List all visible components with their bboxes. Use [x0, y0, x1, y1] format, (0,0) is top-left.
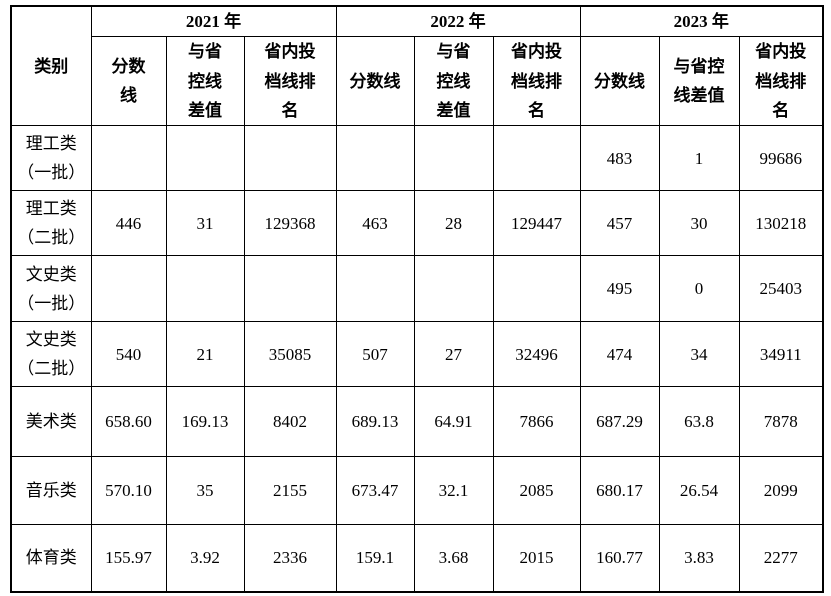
table-cell: [492, 125, 581, 192]
col-header-rank-2023: 省内投 档线排 名: [738, 36, 824, 127]
table-cell: 129447: [492, 190, 581, 257]
table-cell: 160.77: [579, 524, 660, 593]
table-cell: 2015: [492, 524, 581, 593]
table-cell: [90, 255, 167, 323]
table-cell: 3.92: [165, 524, 245, 593]
col-header-rank-2021: 省内投 档线排 名: [243, 36, 337, 127]
col-header-rank-2022: 省内投 档线排 名: [492, 36, 581, 127]
table-cell: 2336: [243, 524, 337, 593]
table-cell: 446: [90, 190, 167, 257]
table-cell: 64.91: [413, 386, 494, 458]
table-cell: [335, 125, 415, 192]
year-header-row: 类别 2021 年 2022 年 2023 年: [10, 5, 824, 127]
row-category: 文史类 （二批）: [10, 321, 92, 388]
table-cell: 658.60: [90, 386, 167, 458]
row-category: 音乐类: [10, 456, 92, 526]
table-cell: [243, 255, 337, 323]
table-cell: 3.83: [658, 524, 740, 593]
table-cell: 34911: [738, 321, 824, 388]
table-cell: 129368: [243, 190, 337, 257]
table-cell: 32.1: [413, 456, 494, 526]
table-cell: 2085: [492, 456, 581, 526]
row-category: 文史类 （一批）: [10, 255, 92, 323]
table-row: 文史类 （二批） 540 21 35085 507 27 32496 474 3…: [10, 321, 824, 388]
table-cell: 570.10: [90, 456, 167, 526]
table-cell: 7878: [738, 386, 824, 458]
table-cell: 2277: [738, 524, 824, 593]
table-cell: [335, 255, 415, 323]
table-cell: 99686: [738, 125, 824, 192]
table-cell: 34: [658, 321, 740, 388]
table-cell: 30: [658, 190, 740, 257]
col-header-diff-2022: 与省 控线 差值: [413, 36, 494, 127]
table-cell: 0: [658, 255, 740, 323]
table-cell: 680.17: [579, 456, 660, 526]
table-cell: [413, 255, 494, 323]
table-cell: 21: [165, 321, 245, 388]
table-cell: 2099: [738, 456, 824, 526]
col-header-score-line-2022: 分数线: [335, 36, 415, 127]
table-cell: 26.54: [658, 456, 740, 526]
table-cell: 474: [579, 321, 660, 388]
table-cell: 25403: [738, 255, 824, 323]
col-header-score-line-2023: 分数线: [579, 36, 660, 127]
year-header-2022: 2022 年: [335, 5, 581, 38]
table-cell: 27: [413, 321, 494, 388]
row-category: 体育类: [10, 524, 92, 593]
table-cell: 169.13: [165, 386, 245, 458]
table-cell: [413, 125, 494, 192]
table-cell: 155.97: [90, 524, 167, 593]
year-header-2021: 2021 年: [90, 5, 337, 38]
table-cell: [90, 125, 167, 192]
table-cell: 28: [413, 190, 494, 257]
table-cell: 159.1: [335, 524, 415, 593]
table-cell: 2155: [243, 456, 337, 526]
table-cell: 495: [579, 255, 660, 323]
col-header-score-line-2021: 分数 线: [90, 36, 167, 127]
col-header-diff-2023: 与省控 线差值: [658, 36, 740, 127]
table-cell: 673.47: [335, 456, 415, 526]
table-row: 音乐类 570.10 35 2155 673.47 32.1 2085 680.…: [10, 456, 824, 526]
table-row: 文史类 （一批） 495 0 25403: [10, 255, 824, 323]
table-cell: 32496: [492, 321, 581, 388]
table-row: 美术类 658.60 169.13 8402 689.13 64.91 7866…: [10, 386, 824, 458]
table-cell: 35: [165, 456, 245, 526]
table-cell: 63.8: [658, 386, 740, 458]
table-cell: 35085: [243, 321, 337, 388]
table-cell: 689.13: [335, 386, 415, 458]
subheader-row: 分数 线 与省 控线 差值 省内投 档线排 名 分数线 与省 控线 差值 省内投…: [11, 36, 824, 127]
table-cell: 1: [658, 125, 740, 192]
table-cell: 130218: [738, 190, 824, 257]
table-cell: 540: [90, 321, 167, 388]
col-header-diff-2021: 与省 控线 差值: [165, 36, 245, 127]
row-category: 美术类: [10, 386, 92, 458]
table-cell: 31: [165, 190, 245, 257]
table-cell: 463: [335, 190, 415, 257]
table-cell: [165, 255, 245, 323]
corner-header-category: 类别: [10, 5, 92, 127]
table-cell: 8402: [243, 386, 337, 458]
row-category: 理工类 （一批）: [10, 125, 92, 192]
table-cell: 483: [579, 125, 660, 192]
table-cell: 507: [335, 321, 415, 388]
table-row: 理工类 （一批） 483 1 99686: [10, 125, 824, 192]
row-category: 理工类 （二批）: [10, 190, 92, 257]
table-row: 理工类 （二批） 446 31 129368 463 28 129447 457…: [10, 190, 824, 257]
table-cell: 687.29: [579, 386, 660, 458]
table-row: 体育类 155.97 3.92 2336 159.1 3.68 2015 160…: [10, 524, 824, 593]
year-header-2023: 2023 年: [579, 5, 824, 38]
table-cell: [492, 255, 581, 323]
table-cell: 7866: [492, 386, 581, 458]
score-line-table: 类别 2021 年 2022 年 2023 年 分数 线 与省 控线 差值 省内…: [10, 5, 825, 593]
table-cell: 3.68: [413, 524, 494, 593]
table-cell: [165, 125, 245, 192]
table-cell: 457: [579, 190, 660, 257]
table-cell: [243, 125, 337, 192]
